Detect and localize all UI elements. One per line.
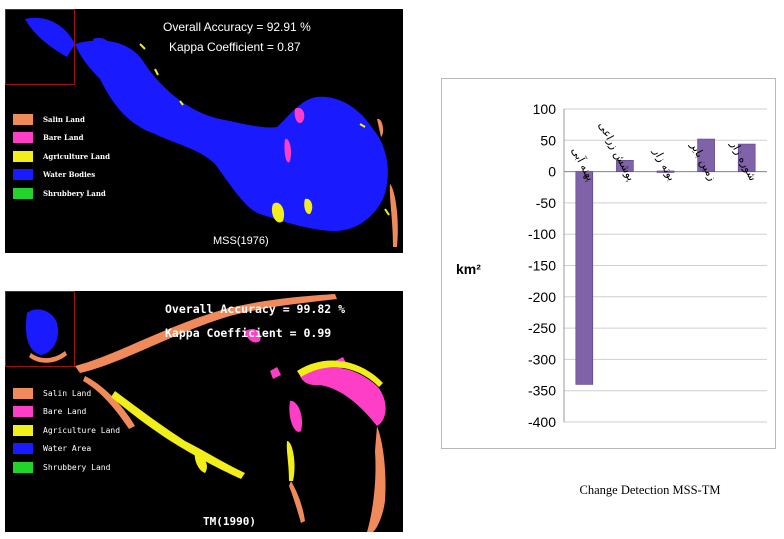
legend-swatch bbox=[13, 187, 33, 199]
legend-swatch bbox=[13, 113, 33, 125]
legend-item: Shrubbery Land bbox=[13, 184, 110, 203]
legend-swatch bbox=[13, 443, 33, 455]
y-tick-label: -100 bbox=[528, 226, 556, 242]
map-legend: Salin Land Bare Land Agriculture Land Wa… bbox=[13, 384, 120, 477]
bar bbox=[737, 143, 756, 172]
change-detection-chart: 100 50 0 -50 -100 -150 -200 -250 -300 -350 -400 په… bbox=[441, 78, 776, 449]
category-label: بوته زار bbox=[650, 145, 678, 183]
inset-frame bbox=[5, 291, 75, 367]
bar-layer bbox=[575, 138, 756, 385]
legend-item: Shrubbery Land bbox=[13, 458, 120, 477]
legend-label: Water Bodies bbox=[43, 170, 96, 180]
legend-item: Agriculture Land bbox=[13, 147, 110, 166]
legend-item: Water Area bbox=[13, 440, 120, 459]
legend-label: Agriculture Land bbox=[43, 151, 111, 161]
bar bbox=[575, 171, 594, 385]
mss-1976-map: Overall Accuracy = 92.91 % Kappa Coeffic… bbox=[5, 9, 403, 253]
classified-map-image bbox=[25, 17, 398, 247]
y-tick-label: -50 bbox=[536, 195, 556, 211]
map-legend: Salin Land Bare Land Agriculture Land Wa… bbox=[13, 110, 110, 203]
legend-label: Shrubbery Land bbox=[43, 462, 111, 472]
legend-swatch bbox=[13, 150, 33, 162]
chart-caption: Change Detection MSS-TM bbox=[579, 483, 721, 497]
tm-1990-map: Overall Accuracy = 99.82 % Kappa Coeffic… bbox=[5, 291, 403, 532]
classified-map-image bbox=[25, 294, 386, 532]
legend-label: Water Area bbox=[43, 444, 92, 454]
y-axis-label: km² bbox=[456, 261, 481, 277]
legend-item: Salin Land bbox=[13, 384, 120, 403]
legend-swatch bbox=[13, 132, 33, 144]
legend-label: Salin Land bbox=[43, 114, 85, 124]
bar-chart-svg: 100 50 0 -50 -100 -150 -200 -250 -300 -350 -400 په… bbox=[456, 101, 767, 430]
y-tick-label: 50 bbox=[540, 132, 556, 148]
y-tick-label: -250 bbox=[528, 320, 556, 336]
inset-frame bbox=[5, 9, 75, 85]
y-tick-label: -150 bbox=[528, 258, 556, 274]
y-tick-label: -400 bbox=[528, 414, 556, 430]
y-tick-label: -200 bbox=[528, 289, 556, 305]
bar bbox=[697, 138, 715, 172]
legend-label: Agriculture Land bbox=[43, 425, 121, 435]
legend-swatch bbox=[13, 461, 33, 473]
bar bbox=[656, 170, 675, 173]
legend-item: Agriculture Land bbox=[13, 421, 120, 440]
legend-swatch bbox=[13, 406, 33, 418]
bar bbox=[616, 160, 634, 172]
kappa-coefficient-text: Kappa Coefficient = 0.99 bbox=[165, 326, 332, 340]
map-caption: TM(1990) bbox=[203, 515, 256, 528]
y-tick-label: -300 bbox=[528, 351, 556, 367]
legend-swatch bbox=[13, 424, 33, 436]
legend-label: Shrubbery Land bbox=[43, 188, 106, 198]
overall-accuracy-text: Overall Accuracy = 99.82 % bbox=[165, 302, 346, 316]
legend-item: Salin Land bbox=[13, 110, 110, 129]
y-tick-layer: 100 50 0 -50 -100 -150 -200 -250 -300 -350 -400 bbox=[528, 101, 556, 430]
category-label: پوشش زراعی bbox=[596, 120, 638, 183]
category-label: پهنه آبی bbox=[569, 145, 598, 183]
legend-swatch bbox=[13, 169, 33, 181]
legend-label: Bare Land bbox=[43, 407, 87, 417]
legend-swatch bbox=[13, 387, 33, 399]
legend-label: Salin Land bbox=[43, 388, 92, 398]
overall-accuracy-text: Overall Accuracy = 92.91 % bbox=[163, 20, 311, 34]
y-tick-label: 100 bbox=[533, 101, 557, 117]
y-tick-label: 0 bbox=[548, 164, 556, 180]
legend-item: Bare Land bbox=[13, 129, 110, 148]
legend-label: Bare Land bbox=[43, 133, 84, 143]
y-tick-label: -350 bbox=[528, 383, 556, 399]
legend-item: Water Bodies bbox=[13, 166, 110, 185]
kappa-coefficient-text: Kappa Coefficient = 0.87 bbox=[169, 40, 301, 54]
legend-item: Bare Land bbox=[13, 403, 120, 422]
map-caption: MSS(1976) bbox=[213, 235, 269, 247]
